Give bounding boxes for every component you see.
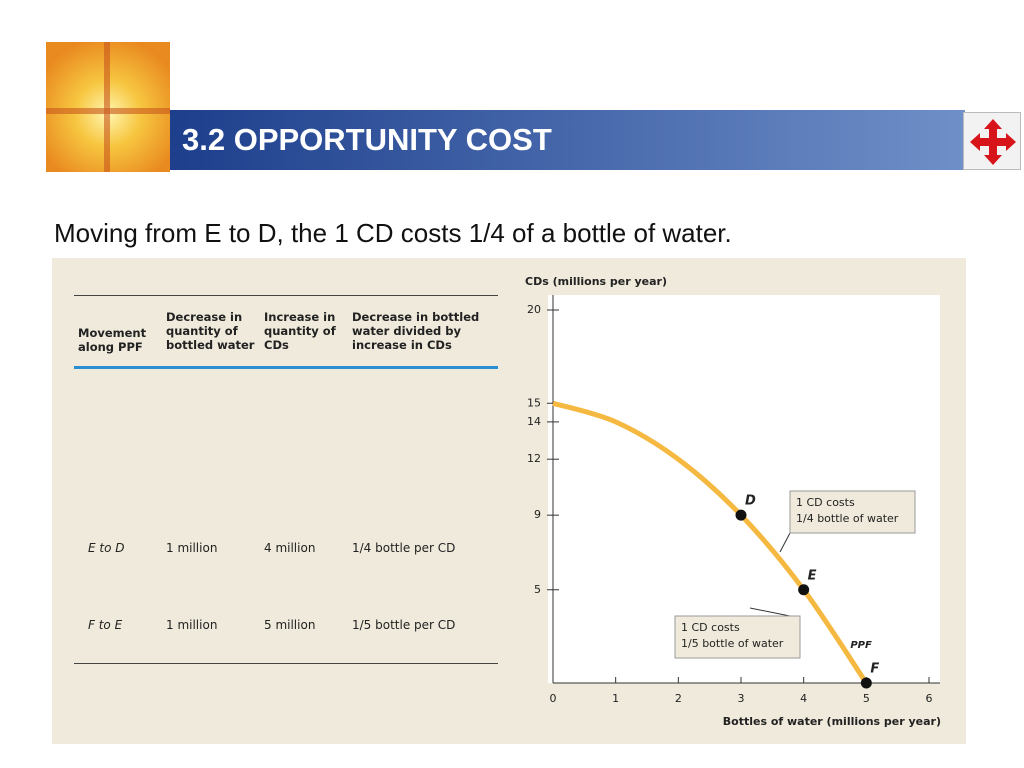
y-axis-label: CDs (millions per year) xyxy=(525,275,667,288)
column-header: Movement along PPF xyxy=(74,295,162,369)
annotation-leader xyxy=(779,532,791,553)
x-tick-label: 2 xyxy=(675,692,682,705)
subtitle: Moving from E to D, the 1 CD costs 1/4 o… xyxy=(54,218,732,248)
chart: CDs (millions per year) Bottles of water… xyxy=(525,275,941,728)
annotation-text: 1 CD costs xyxy=(681,621,740,634)
y-tick-label: 12 xyxy=(527,452,541,465)
title: 3.2 OPPORTUNITY COST xyxy=(182,122,552,157)
column-header: Increase in quantity of CDs xyxy=(260,295,348,369)
title-bar xyxy=(170,110,965,170)
curve-label: PPF xyxy=(850,640,872,651)
y-tick-label: 5 xyxy=(534,583,541,596)
cell: 1 million xyxy=(166,540,218,555)
column-header: Decrease in quantity of bottled water xyxy=(162,295,260,369)
x-tick-label: 6 xyxy=(926,692,933,705)
column-header: Decrease in bottled water divided by inc… xyxy=(348,295,498,369)
point-label: F xyxy=(870,662,879,677)
point xyxy=(860,677,872,689)
logo-cross-v xyxy=(104,42,110,172)
y-tick-label: 15 xyxy=(527,396,541,409)
x-tick-label: 0 xyxy=(550,692,557,705)
nav-button[interactable] xyxy=(963,112,1021,170)
x-tick-label: 5 xyxy=(863,692,870,705)
cell: 5 million xyxy=(260,586,348,664)
ppf-curve xyxy=(552,400,869,685)
cell: 1/4 bottle per CD xyxy=(352,540,456,555)
cell: 1/5 bottle per CD xyxy=(348,586,498,664)
annotation-box xyxy=(674,615,801,659)
annotation-text: 1/4 bottle of water xyxy=(796,512,899,525)
y-tick-label: 14 xyxy=(527,415,541,428)
table: Movement along PPF Decrease in quantity o… xyxy=(74,295,498,664)
cell: 4 million xyxy=(264,540,316,555)
cell: E to D xyxy=(88,540,125,555)
point xyxy=(798,584,810,596)
y-tick-label: 9 xyxy=(534,508,541,521)
annotation-text: 1/5 bottle of water xyxy=(681,637,784,650)
point-label: D xyxy=(745,494,756,509)
cell: F to E xyxy=(74,586,162,664)
point xyxy=(735,509,747,521)
x-tick-label: 3 xyxy=(738,692,745,705)
annotation-box xyxy=(789,490,916,534)
nav-icon xyxy=(970,119,1016,165)
cell: 1 million xyxy=(162,586,260,664)
point-label: E xyxy=(808,568,817,583)
x-tick-label: 4 xyxy=(800,692,807,705)
y-tick-label: 20 xyxy=(527,303,541,316)
x-tick-label: 1 xyxy=(612,692,619,705)
annotation-text: 1 CD costs xyxy=(796,496,855,509)
x-axis-label: Bottles of water (millions per year) xyxy=(723,715,941,728)
logo-cross-h xyxy=(46,108,170,114)
